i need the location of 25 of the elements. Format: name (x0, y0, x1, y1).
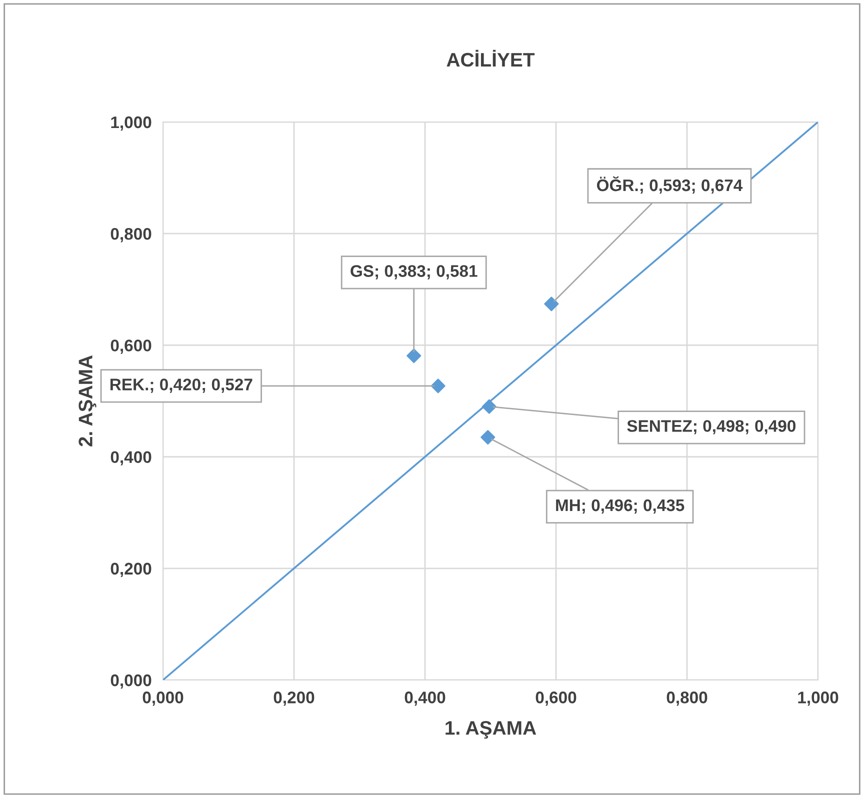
x-tick-label: 0,400 (404, 692, 446, 706)
chart-title: ACİLİYET (446, 50, 535, 67)
point (482, 399, 496, 414)
x-tick-label: 0,000 (142, 692, 184, 706)
annotation: ÖĞR.; 0,593; 0,674 (596, 176, 743, 194)
y-tick-label: 0,400 (110, 451, 152, 466)
x-tick-label: 0,600 (536, 692, 576, 706)
point (430, 378, 446, 394)
y-tick-label: 0,800 (110, 228, 152, 242)
annotation: REK.; 0,420; 0,527 (110, 378, 252, 393)
x-tick-label: 0,800 (666, 692, 708, 706)
annotation: GS; 0,383; 0,581 (350, 265, 478, 280)
y-axis-title: 2. AŞAMA (78, 355, 96, 446)
y-tick-label: 1,000 (111, 116, 152, 131)
point (480, 430, 496, 445)
x-tick-label: 0,200 (274, 692, 314, 706)
x-axis-title: 1. AŞAMA (446, 721, 536, 739)
annotation: MH; 0,496; 0,435 (556, 499, 684, 514)
annotation: SENTEZ; 0,498; 0,490 (627, 420, 796, 434)
y-tick-label: 0,000 (110, 674, 152, 689)
y-tick-label: 0,600 (110, 340, 152, 354)
point (406, 348, 422, 364)
x-tick-label: 1,000 (798, 692, 838, 706)
y-tick-label: 0,200 (110, 562, 152, 578)
point (544, 296, 559, 312)
